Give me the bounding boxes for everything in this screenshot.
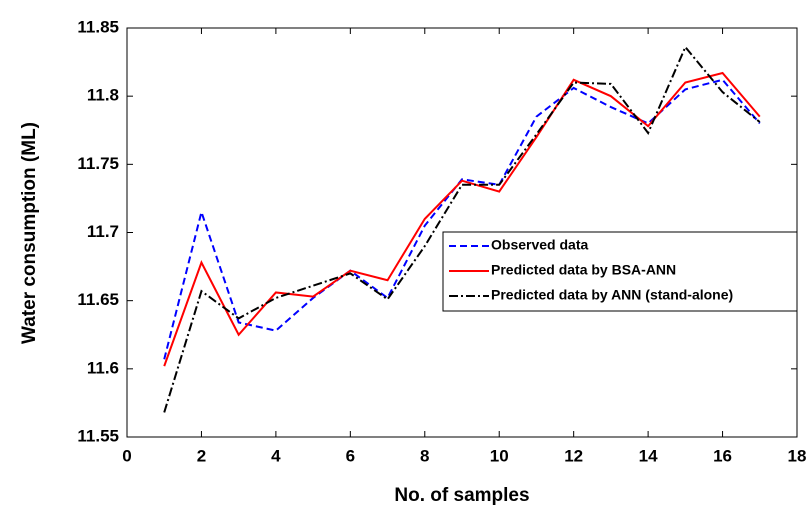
series-line	[163, 45, 761, 413]
y-tick-label: 11.55	[77, 426, 119, 445]
x-axis-label: No. of samples	[394, 485, 529, 506]
y-tick-label: 11.65	[77, 290, 119, 309]
x-tick-label: 16	[713, 446, 732, 465]
y-tick-label: 11.75	[77, 154, 119, 173]
y-tick-label: 11.7	[87, 222, 119, 241]
y-tick-label: 11.85	[77, 17, 119, 36]
legend-label: Observed data	[491, 237, 588, 253]
x-tick-label: 12	[564, 446, 583, 465]
x-tick-label: 0	[122, 446, 131, 465]
y-tick-label: 11.8	[87, 86, 119, 105]
x-tick-label: 6	[346, 446, 355, 465]
x-tick-label: 8	[420, 446, 429, 465]
x-tick-label: 4	[271, 446, 281, 465]
series-line	[163, 71, 761, 367]
y-tick-label: 11.6	[87, 358, 119, 377]
y-axis-label: Water consumption (ML)	[19, 122, 40, 344]
legend-label: Predicted data by BSA-ANN	[491, 262, 676, 278]
x-tick-label: 10	[490, 446, 509, 465]
x-tick-label: 14	[639, 446, 658, 465]
legend-label: Predicted data by ANN (stand-alone)	[491, 287, 733, 303]
x-tick-label: 2	[197, 446, 206, 465]
legend-box	[442, 231, 798, 312]
x-tick-label: 18	[788, 446, 807, 465]
